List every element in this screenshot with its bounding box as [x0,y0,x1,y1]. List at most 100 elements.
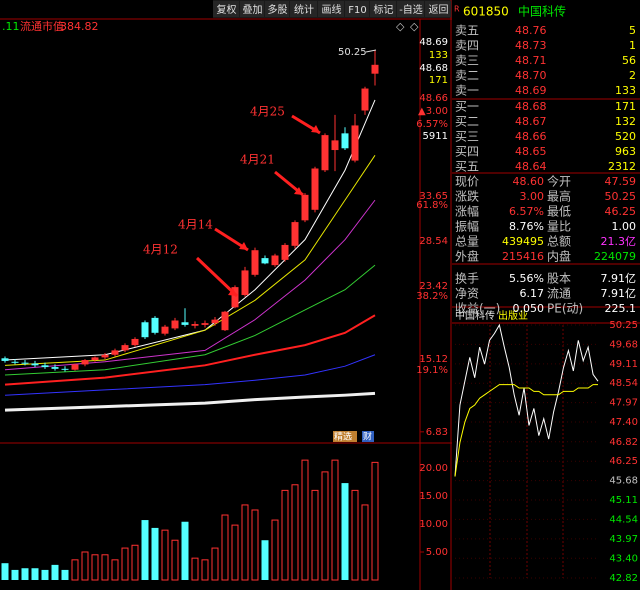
side-info: 133 [429,50,448,61]
annotation: 4月25 [250,105,285,119]
y-tick-label: 45.68 [609,476,638,487]
side-info: 5911 [423,131,448,142]
toolbar-button[interactable] [290,1,317,17]
toolbar-button[interactable] [265,1,289,17]
toolbar-button[interactable] [397,1,424,17]
book-label: 买一 [455,100,479,114]
stat-label: 量比 [547,220,571,234]
toolbar-button[interactable] [213,1,239,17]
volume-bar [91,554,99,581]
stat-label: 换手 [455,272,479,286]
candle-body [301,194,309,221]
annotation: 4月12 [143,243,178,257]
candle-body [51,367,59,369]
volume-bar [281,489,289,581]
y-tick-label: 23.42 [419,281,448,292]
high-label: 50.25 [338,47,367,58]
candle-body [271,255,279,266]
stat-label: 今开 [547,174,571,189]
book-price: 48.76 [515,24,547,37]
candle-body [11,361,19,363]
icon[interactable]: ◇ [410,20,419,33]
tag-label[interactable]: 精选 [334,431,352,443]
candle-body [281,244,289,260]
quote-code: 601850 [463,5,509,19]
candle-body [151,317,159,333]
volume-bar [321,471,329,581]
volume-bar [21,568,29,580]
intraday-subtitle: 出版业 [498,309,528,322]
book-label: 卖一 [455,84,479,98]
volume-bar [161,529,169,581]
icon[interactable]: ◇ [396,20,405,33]
y-tick-label: 48.54 [609,378,638,389]
candle-body [171,320,179,329]
stat-value: 46.25 [605,205,637,218]
annotation-arrow [195,256,239,298]
toolbar-label[interactable]: 画线 [322,3,342,16]
book-label: 卖五 [455,24,479,38]
y-tick-label: 5.00 [426,547,448,558]
stat-label: PE(动) [547,302,583,316]
candle-body [321,135,329,171]
y-tick-label: 46.82 [609,437,638,448]
candle-body [181,322,189,325]
volume-bar [341,483,349,580]
stat-label: 股本 [547,272,571,286]
tag[interactable] [333,431,357,442]
y-tick-label: 49.11 [609,359,638,370]
book-price: 48.65 [515,145,547,158]
toolbar-label[interactable]: 标记 [374,4,394,16]
intraday-title: 中国科传 [455,309,495,322]
candle-body [191,324,199,326]
toolbar-button[interactable] [370,1,396,17]
volume-bar [371,461,379,581]
candle-body [241,270,249,296]
tag[interactable] [362,431,374,442]
volume-bar [1,563,9,580]
toolbar-label[interactable]: -自选 [399,3,423,16]
annotation: 4月14 [178,218,213,232]
book-volume: 132 [615,115,636,128]
volume-bar [271,519,279,581]
stat-value: 224079 [594,250,636,263]
book-label: 卖四 [455,39,479,53]
y-tick-label: 42.82 [609,573,638,584]
annotation: 4月21 [240,153,275,167]
volume-bar [361,504,369,581]
stat-label: 最高 [547,189,571,204]
stat-label: 内盘 [547,249,571,264]
toolbar-button[interactable] [345,1,369,17]
toolbar-label[interactable]: 返回 [429,4,449,16]
stat-value: 0.050 [513,302,545,315]
moving-average [4,199,376,371]
stat-label: 振幅 [455,219,479,234]
tag-label[interactable]: 财 [363,431,372,443]
volume-bar [191,557,199,581]
quote-flag: R [454,5,460,14]
toolbar-button[interactable] [240,1,264,17]
stat-value: 21.3亿 [601,235,637,248]
stat-label: 最低 [547,205,571,219]
toolbar-label[interactable]: 叠加 [243,4,263,16]
candle-body [331,140,339,151]
stat-label: 涨幅 [455,204,479,219]
toolbar-label[interactable]: 统计 [294,3,314,16]
y-tick-label: 10.00 [419,519,448,530]
toolbar-button[interactable] [318,1,344,17]
volume-bar [261,540,269,580]
toolbar-label[interactable]: 多股 [268,3,288,16]
toolbar-button[interactable] [425,1,451,17]
candle-body [41,365,49,368]
stat-value: 6.57% [509,205,544,218]
toolbar-label[interactable]: 复权 [217,3,237,16]
volume-bar [251,509,259,581]
level-label: 61.8% [416,200,448,211]
moving-average [4,264,376,376]
candle-body [111,350,119,355]
volume-bar [201,559,209,581]
candle-body [371,64,379,74]
toolbar-label[interactable]: F10 [348,5,366,16]
y-tick-label: 47.40 [609,417,638,428]
